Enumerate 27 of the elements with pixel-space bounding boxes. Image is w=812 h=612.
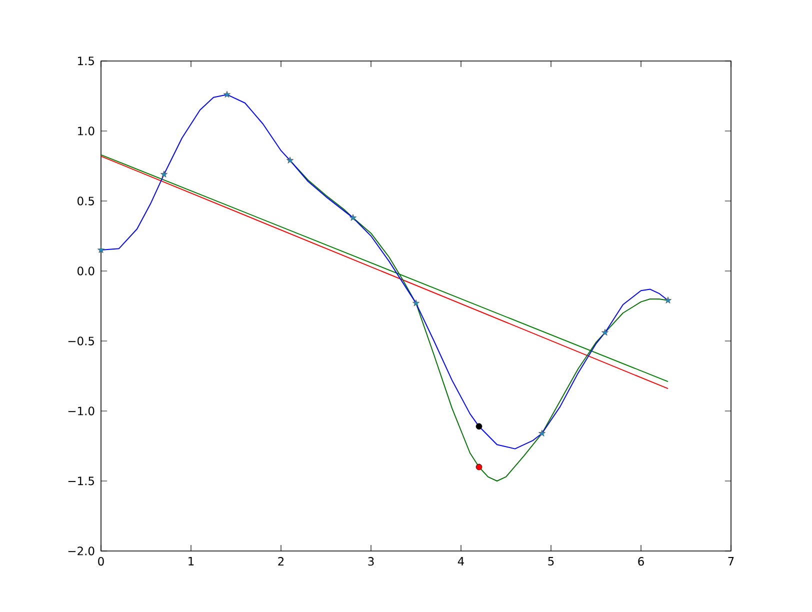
x-tick-label: 3 bbox=[368, 557, 374, 566]
x-tick-label: 1 bbox=[188, 557, 194, 566]
point bbox=[286, 156, 294, 164]
x-tick-label: 6 bbox=[638, 557, 644, 566]
y-tick-label: 1.5 bbox=[78, 56, 94, 66]
point bbox=[349, 214, 357, 221]
point bbox=[476, 464, 482, 470]
y-tick-label: −2.0 bbox=[68, 546, 94, 556]
point bbox=[664, 296, 672, 304]
point bbox=[601, 328, 609, 336]
point bbox=[476, 423, 482, 430]
y-tick-label: −1.0 bbox=[68, 406, 94, 416]
x-tick-label: 5 bbox=[548, 557, 554, 566]
point bbox=[97, 246, 105, 254]
y-tick-label: 0.0 bbox=[78, 266, 94, 276]
x-tick-label: 4 bbox=[458, 557, 464, 566]
x-tick-label: 2 bbox=[278, 557, 284, 566]
x-tick-label: 7 bbox=[728, 557, 734, 566]
y-tick-label: −1.5 bbox=[68, 476, 94, 486]
y-tick-label: 0.5 bbox=[78, 196, 94, 206]
x-tick-label: 0 bbox=[98, 557, 104, 566]
point bbox=[412, 300, 420, 306]
point bbox=[538, 430, 546, 436]
y-tick-label: −0.5 bbox=[68, 336, 94, 346]
point bbox=[223, 90, 231, 98]
point bbox=[160, 170, 168, 178]
y-tick-label: 1.0 bbox=[78, 126, 94, 136]
